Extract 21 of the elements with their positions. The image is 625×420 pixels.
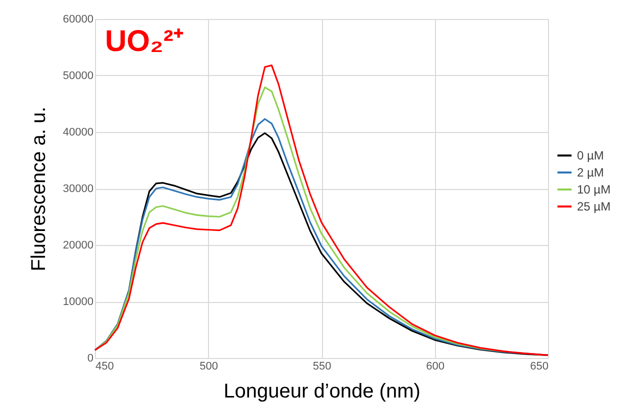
x-tick-label: 550 bbox=[312, 360, 332, 372]
annotation: UO₂²⁺ bbox=[105, 25, 184, 58]
x-tick-label: 500 bbox=[200, 360, 218, 372]
y-axis-title: Fluorescence a. u. bbox=[28, 106, 50, 272]
legend-label: 10 µM bbox=[577, 182, 611, 196]
y-tick-label: 20000 bbox=[62, 240, 94, 252]
legend-label: 0 µM bbox=[577, 148, 604, 162]
line-series bbox=[94, 64, 549, 356]
y-tick-label: 0 bbox=[87, 352, 94, 364]
x-tick-label: 650 bbox=[530, 360, 548, 372]
y-tick-label: 60000 bbox=[62, 14, 94, 26]
y-tick-label: 50000 bbox=[62, 70, 94, 82]
line-series bbox=[94, 86, 504, 352]
legend-label: 25 µM bbox=[577, 200, 611, 214]
y-tick-label: 10000 bbox=[62, 296, 94, 308]
x-tick-label: 450 bbox=[96, 360, 114, 372]
x-axis-title: Longueur d’onde (nm) bbox=[224, 380, 420, 402]
y-tick-label: 40000 bbox=[62, 126, 94, 138]
legend-label: 2 µM bbox=[577, 166, 604, 180]
x-tick-label: 600 bbox=[426, 360, 444, 372]
y-tick-label: 30000 bbox=[62, 183, 94, 195]
